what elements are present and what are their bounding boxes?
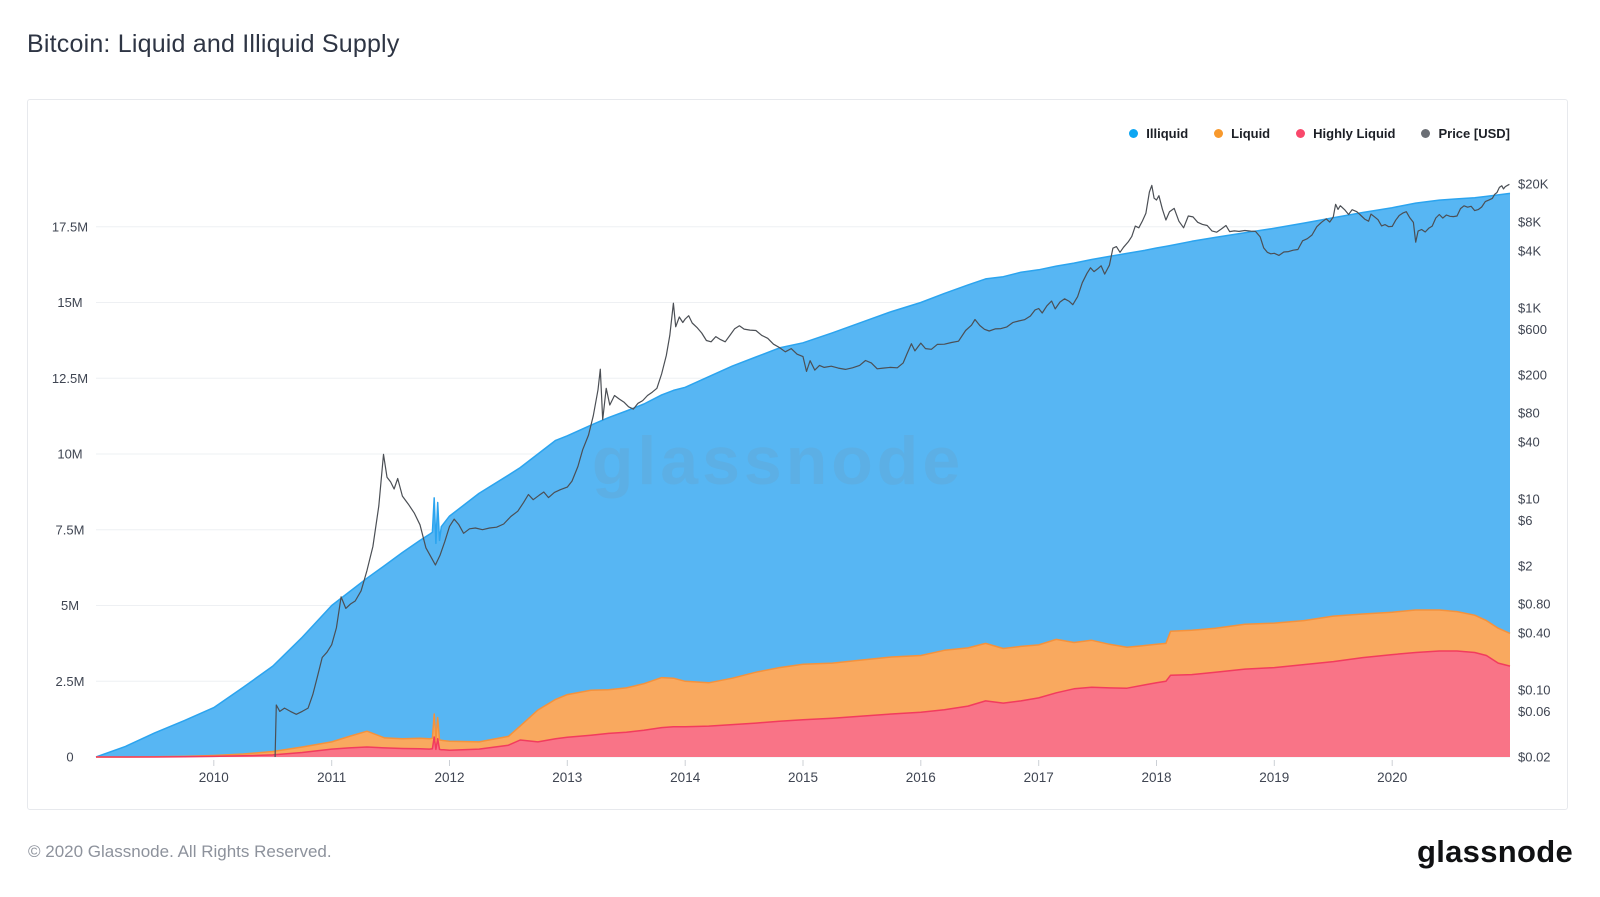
- watermark: glassnode: [592, 423, 964, 499]
- highly-liquid-area: [96, 651, 1510, 757]
- highly-liquid-area-edge: [96, 650, 1511, 758]
- x-axis-year-label: 2014: [670, 770, 701, 785]
- chart-card: 0 2.5M 5M 7.5M 10M 12.5M 15M 17.5M 2010 2011 2012 2…: [27, 99, 1568, 810]
- highly-liquid-dot-icon: [1296, 129, 1306, 138]
- y-left-tick-label: 7.5M: [56, 522, 85, 537]
- illiquid-dot-icon: [1129, 129, 1139, 138]
- legend-item-price-usd[interactable]: Price [USD]: [1421, 126, 1510, 141]
- y-left-tick-label: 2.5M: [56, 674, 85, 689]
- y-left-tick-label: 0: [66, 750, 73, 765]
- x-axis-year-label: 2020: [1377, 770, 1407, 785]
- y-left-tick-label: 17.5M: [52, 219, 88, 234]
- y-right-tick-label: $80: [1518, 406, 1540, 421]
- x-axis-year-label: 2013: [552, 770, 582, 785]
- y-right-tick-label: $600: [1518, 322, 1547, 337]
- y-right-tick-label: $20K: [1518, 177, 1549, 192]
- supply-chart: 0 2.5M 5M 7.5M 10M 12.5M 15M 17.5M 2010 2011 2012 2…: [52, 140, 1551, 786]
- chart-legend: Illiquid Liquid Highly Liquid Price [USD…: [1129, 126, 1510, 141]
- x-axis-year-label: 2010: [199, 770, 229, 785]
- illiquid-area: [96, 193, 1510, 757]
- illiquid-area-edge: [95, 192, 1511, 758]
- y-right-tick-label: $0.40: [1518, 625, 1551, 640]
- y-right-tick-label: $10: [1518, 492, 1540, 507]
- y-right-tick-label: $0.02: [1518, 750, 1551, 765]
- x-axis-year-label: 2015: [788, 770, 818, 785]
- y-right-tick-label: $40: [1518, 434, 1540, 449]
- y-right-tick-label: $0.80: [1518, 597, 1551, 612]
- y-left-tick-label: 15M: [57, 295, 82, 310]
- legend-label-liquid: Liquid: [1231, 126, 1271, 141]
- price-usd-dot-icon: [1421, 129, 1431, 138]
- x-axis-year-label: 2016: [906, 770, 936, 785]
- legend-label-price-usd: Price [USD]: [1438, 126, 1510, 141]
- x-axis-year-label: 2012: [434, 770, 464, 785]
- glassnode-logo: glassnode: [1416, 834, 1573, 869]
- liquid-dot-icon: [1214, 129, 1224, 138]
- y-left-tick-label: 12.5M: [52, 371, 88, 386]
- legend-item-liquid[interactable]: Liquid: [1214, 126, 1270, 141]
- y-right-tick-label: $200: [1518, 368, 1547, 383]
- liquid-area-edge: [96, 609, 1511, 758]
- copyright-text: © 2020 Glassnode. All Rights Reserved.: [28, 842, 332, 861]
- legend-item-highly-liquid[interactable]: Highly Liquid: [1296, 126, 1395, 141]
- x-axis-year-label: 2011: [317, 770, 346, 785]
- legend-item-illiquid[interactable]: Illiquid: [1129, 126, 1188, 141]
- x-axis-year-label: 2018: [1141, 770, 1171, 785]
- y-right-tick-label: $4K: [1518, 243, 1541, 258]
- y-right-tick-label: $0.10: [1518, 683, 1551, 698]
- plot-area[interactable]: [96, 140, 1510, 757]
- y-left-tick-label: 5M: [61, 598, 79, 613]
- y-right-tick-label: $2: [1518, 559, 1532, 574]
- price-line: [274, 183, 1510, 758]
- y-left-tick-label: 10M: [57, 447, 82, 462]
- y-right-tick-label: $8K: [1518, 215, 1541, 230]
- y-right-tick-label: $0.06: [1518, 704, 1551, 719]
- x-axis-year-label: 2019: [1259, 770, 1289, 785]
- y-right-tick-label: $1K: [1518, 301, 1541, 316]
- legend-label-illiquid: Illiquid: [1146, 126, 1189, 141]
- page-title: Bitcoin: Liquid and Illiquid Supply: [27, 30, 400, 58]
- x-axis-year-label: 2017: [1024, 770, 1054, 785]
- y-right-tick-label: $6: [1518, 513, 1532, 528]
- legend-label-highly-liquid: Highly Liquid: [1313, 126, 1396, 141]
